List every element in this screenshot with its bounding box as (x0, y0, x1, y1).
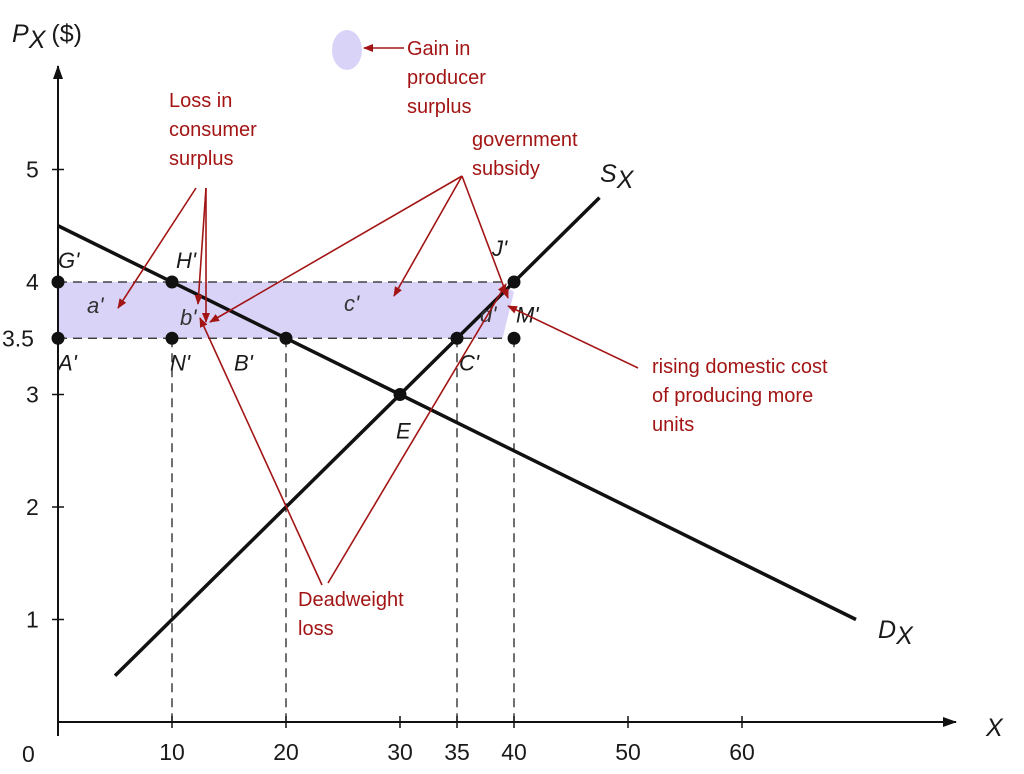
y-axis-title: PX ($) (12, 20, 82, 54)
y-tick-label: 2 (26, 494, 39, 520)
point-label-a: A' (56, 350, 78, 375)
point-label-n: N' (170, 350, 191, 375)
annotation-consumer-surplus-line: consumer (169, 119, 257, 141)
y-tick-label: 3 (26, 382, 39, 408)
x-tick-label: 20 (273, 739, 299, 765)
point-h (165, 275, 179, 289)
point-n (165, 331, 179, 345)
point-c (450, 331, 464, 345)
point-e (393, 388, 407, 401)
point-label-b: B' (234, 350, 254, 375)
dashed-guides (58, 281, 515, 722)
point-label-h: H' (176, 248, 197, 273)
demand-curve (57, 224, 857, 622)
annotation-producer-surplus-line: Gain in (407, 38, 470, 60)
point-j (507, 275, 521, 289)
arrow-subsidy-b (209, 175, 463, 323)
annotation-producer-surplus-line: producer (407, 67, 486, 89)
x-axis-title: X (985, 714, 1004, 742)
annotation-rising-cost-line: rising domestic cost (652, 356, 828, 378)
x-tick-label: 35 (444, 739, 470, 765)
annotation-subsidy-line: subsidy (472, 158, 540, 180)
point-a (51, 331, 65, 345)
point-m (507, 331, 521, 345)
y-tick-label: 3.5 (2, 325, 34, 351)
arrow-subsidy-d (461, 175, 509, 299)
point-b (279, 331, 293, 345)
annotation-rising-cost-line: of producing more (652, 385, 813, 407)
point-label-g: G' (58, 248, 80, 273)
x-tick-label: 10 (159, 739, 185, 765)
y-tick-label: 1 (26, 607, 39, 633)
demand-curve-label: DX (878, 616, 914, 650)
curves (57, 196, 857, 677)
annotations: Gain in producer surplus Loss in consumer sur… (169, 38, 828, 640)
y-tick-label: 4 (26, 269, 39, 295)
points: G' H' J'A' N' B' C'M'E (51, 236, 539, 444)
producer-surplus-swatch (332, 30, 362, 70)
y-tick-label: 5 (26, 157, 39, 183)
x-tick-label: 60 (729, 739, 755, 765)
shaded-region (58, 282, 514, 339)
origin-label: 0 (22, 741, 35, 767)
annotation-arrows (117, 44, 639, 586)
annotation-deadweight-line: loss (298, 618, 334, 640)
axes (53, 65, 957, 736)
annotation-consumer-surplus-line: surplus (169, 148, 233, 170)
point-label-e: E (396, 419, 411, 444)
x-ticks: 10 20 30 35 40 50 60 (159, 716, 755, 765)
x-tick-label: 50 (615, 739, 641, 765)
x-tick-label: 40 (501, 739, 527, 765)
annotation-consumer-surplus-line: Loss in (169, 90, 232, 112)
supply-curve (113, 196, 601, 677)
region-label-a: a' (87, 293, 104, 318)
y-ticks: 1 2 3 3.5 4 5 (2, 157, 64, 633)
annotation-subsidy-line: government (472, 129, 578, 151)
y-axis-unit: ($) (51, 20, 82, 48)
region-label-b: b' (180, 305, 197, 330)
y-axis-symbol: P (12, 20, 29, 48)
surplus-shading (58, 282, 514, 339)
annotation-deadweight-line: Deadweight (298, 589, 404, 611)
y-axis-subscript: X (28, 26, 47, 54)
arrow-consumer-a (117, 187, 197, 309)
x-tick-label: 30 (387, 739, 413, 765)
arrow-subsidy-c (393, 175, 463, 297)
arrow-deadweight-b (199, 317, 323, 586)
supply-curve-label: SX (600, 160, 635, 194)
point-g (51, 275, 65, 289)
arrow-consumer-b1 (194, 187, 207, 305)
arrow-rising-cost (507, 305, 639, 369)
annotation-producer-surplus-line: surplus (407, 96, 471, 118)
point-label-c: C' (459, 350, 480, 375)
point-label-j: J' (491, 236, 508, 261)
arrow-deadweight-d (327, 283, 507, 584)
annotation-rising-cost-line: units (652, 414, 694, 436)
region-label-c: c' (344, 291, 360, 316)
